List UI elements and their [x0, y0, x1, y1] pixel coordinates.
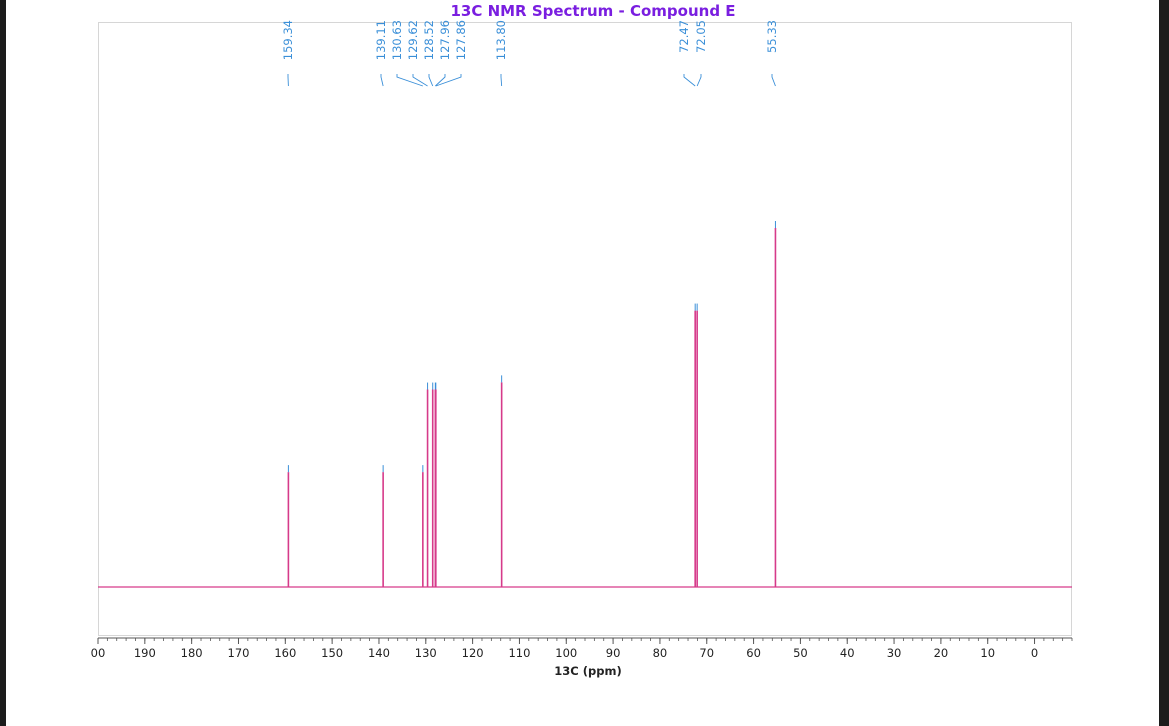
peak-label-9: 72.05 — [694, 20, 708, 53]
peak-label-connector-10 — [771, 74, 776, 87]
peak-label-connector-9 — [696, 74, 702, 87]
x-tick-label-6: 140 — [368, 646, 390, 660]
x-tick-label-4: 160 — [274, 646, 296, 660]
peak-label-6: 127.86 — [454, 20, 468, 60]
x-tick-label-0: 00 — [91, 646, 106, 660]
peak-label-2: 130.63 — [390, 20, 404, 60]
left-edge — [0, 0, 6, 726]
peak-label-connector-2 — [396, 74, 423, 87]
x-tick-label-7: 130 — [415, 646, 437, 660]
peak-label-5: 127.96 — [438, 20, 452, 60]
x-tick-label-16: 40 — [840, 646, 855, 660]
x-tick-label-17: 30 — [887, 646, 902, 660]
x-tick-label-3: 170 — [228, 646, 250, 660]
peak-label-connector-6 — [435, 74, 462, 87]
x-tick-label-11: 90 — [606, 646, 621, 660]
x-tick-label-8: 120 — [462, 646, 484, 660]
x-tick-label-5: 150 — [321, 646, 343, 660]
peak-label-connector-3 — [412, 74, 428, 87]
x-tick-label-12: 80 — [653, 646, 668, 660]
peak-label-connector-4 — [428, 74, 434, 87]
x-tick-label-19: 10 — [980, 646, 995, 660]
x-tick-label-13: 70 — [699, 646, 714, 660]
plot-frame — [98, 22, 1072, 636]
x-tick-label-2: 180 — [181, 646, 203, 660]
x-tick-label-15: 50 — [793, 646, 808, 660]
x-tick-label-1: 190 — [134, 646, 156, 660]
x-axis-label: 13C (ppm) — [554, 664, 621, 678]
peak-label-7: 113.80 — [494, 20, 508, 60]
right-edge — [1159, 0, 1169, 726]
peak-label-connector-7 — [500, 74, 503, 87]
peak-label-10: 55.33 — [765, 20, 779, 53]
peak-label-connector-1 — [380, 74, 384, 87]
peak-label-8: 72.47 — [677, 20, 691, 53]
peak-label-connector-5 — [435, 74, 446, 87]
peak-label-4: 128.52 — [422, 20, 436, 60]
x-tick-label-10: 100 — [555, 646, 577, 660]
peak-label-0: 159.34 — [281, 20, 295, 60]
chart-title: 13C NMR Spectrum - Compound E — [450, 2, 735, 20]
peak-label-1: 139.11 — [374, 20, 388, 60]
x-tick-label-9: 110 — [508, 646, 530, 660]
peak-label-connector-8 — [683, 74, 696, 87]
x-tick-label-20: 0 — [1031, 646, 1038, 660]
x-tick-label-18: 20 — [934, 646, 949, 660]
x-tick-label-14: 60 — [746, 646, 761, 660]
peak-label-3: 129.62 — [406, 20, 420, 60]
